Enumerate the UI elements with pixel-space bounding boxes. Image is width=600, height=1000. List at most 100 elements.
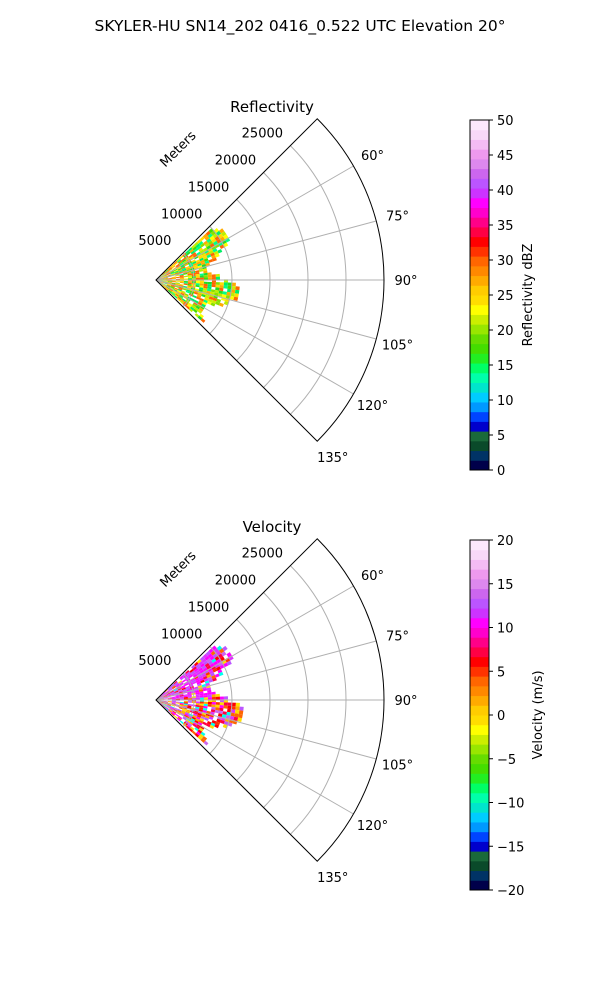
echo-cell (183, 695, 188, 698)
echo-cell (167, 698, 172, 700)
echo-cell (195, 275, 200, 278)
colorbar-swatch (470, 627, 489, 638)
velocity-title: Velocity (243, 518, 302, 536)
echo-cell (161, 691, 166, 695)
echo-cell (191, 244, 196, 249)
echo-cell (189, 726, 195, 731)
echo-cell (216, 666, 221, 671)
echo-cell (218, 710, 224, 715)
azimuth-tick-label: 120° (357, 819, 388, 834)
echo-cell (207, 701, 212, 705)
colorbar-swatch (470, 802, 489, 813)
echo-cell (175, 694, 180, 697)
echo-cell (181, 298, 186, 302)
echo-cell (179, 720, 184, 725)
echo-cell (171, 711, 176, 715)
echo-cell (235, 702, 240, 707)
echo-cell (200, 663, 205, 668)
echo-cell (167, 280, 172, 282)
colorbar-swatch (470, 637, 489, 648)
echo-cell (189, 668, 194, 673)
echo-cell (178, 288, 183, 291)
echo-cell (234, 713, 239, 718)
echo-cell (200, 679, 205, 684)
echo-cell (194, 686, 199, 690)
range-tick-label: 5000 (138, 234, 171, 249)
echo-cell (208, 296, 214, 301)
echo-cell (205, 715, 210, 719)
echo-cell (179, 262, 184, 266)
echo-cell (199, 703, 204, 706)
echo-cell (187, 722, 193, 727)
echo-cell (174, 691, 179, 694)
colorbar-swatch (470, 392, 489, 403)
echo-cell (174, 707, 179, 710)
colorbar-swatch (470, 870, 489, 881)
echo-cell (178, 715, 183, 720)
echo-cell (218, 290, 224, 295)
echo-cell (183, 700, 188, 703)
colorbar-swatch (470, 753, 489, 765)
echo-cell (163, 703, 167, 706)
colorbar-swatch (470, 246, 489, 257)
echo-cell (211, 274, 216, 278)
colorbar-swatch (470, 773, 489, 784)
echo-cell (203, 740, 209, 746)
colorbar-tick-label: −10 (497, 797, 524, 812)
echo-cell (175, 274, 180, 277)
colorbar-swatch (470, 685, 489, 697)
echo-cell (207, 233, 213, 239)
colorbar-swatch (470, 695, 489, 706)
echo-cell (210, 722, 216, 727)
echo-cell (208, 678, 214, 683)
echo-cell (197, 729, 203, 734)
echo-cell (215, 301, 221, 306)
azimuth-spoke (155, 279, 377, 340)
echo-cell (226, 652, 232, 658)
echo-cell (223, 696, 228, 700)
echo-cell (190, 298, 196, 302)
echo-cell (183, 694, 188, 697)
echo-cell (205, 230, 211, 236)
echo-cell (169, 708, 173, 712)
echo-cell (159, 696, 164, 699)
echo-cell (202, 301, 207, 306)
echo-cell (177, 708, 182, 712)
echo-cell (194, 677, 200, 682)
echo-cell (219, 244, 225, 250)
echo-cell (171, 700, 176, 702)
echo-cell (186, 304, 192, 308)
echo-cell (177, 267, 182, 271)
echo-cell (159, 700, 164, 702)
echo-cell (180, 676, 185, 681)
echo-cell (200, 243, 205, 248)
echo-cell (182, 268, 187, 272)
colorbar-swatch (470, 569, 489, 580)
echo-cell (177, 289, 182, 293)
echo-cell (179, 701, 184, 704)
echo-cell (187, 282, 192, 285)
colorbar-swatch (470, 275, 489, 286)
echo-cell (186, 289, 191, 293)
echo-cell (185, 249, 190, 255)
echo-cell (166, 704, 171, 708)
echo-cell (181, 709, 187, 712)
azimuth-tick-label: 60° (361, 569, 384, 584)
echo-cell (162, 272, 166, 276)
echo-cell (181, 687, 186, 691)
echo-cell (215, 696, 220, 700)
echo-cell (182, 288, 187, 291)
echo-cell (198, 269, 204, 272)
echo-cell (170, 692, 175, 695)
echo-cell (195, 281, 200, 284)
echo-cell (167, 290, 172, 294)
echo-cell (171, 697, 176, 699)
echo-cell (205, 262, 210, 267)
azimuth-spoke (155, 165, 354, 281)
colorbar-swatch (470, 559, 489, 570)
echo-cell (210, 711, 215, 716)
echo-cell (226, 711, 231, 716)
echo-cell (234, 709, 240, 714)
echo-cell (215, 707, 220, 711)
echo-cell (191, 259, 196, 263)
